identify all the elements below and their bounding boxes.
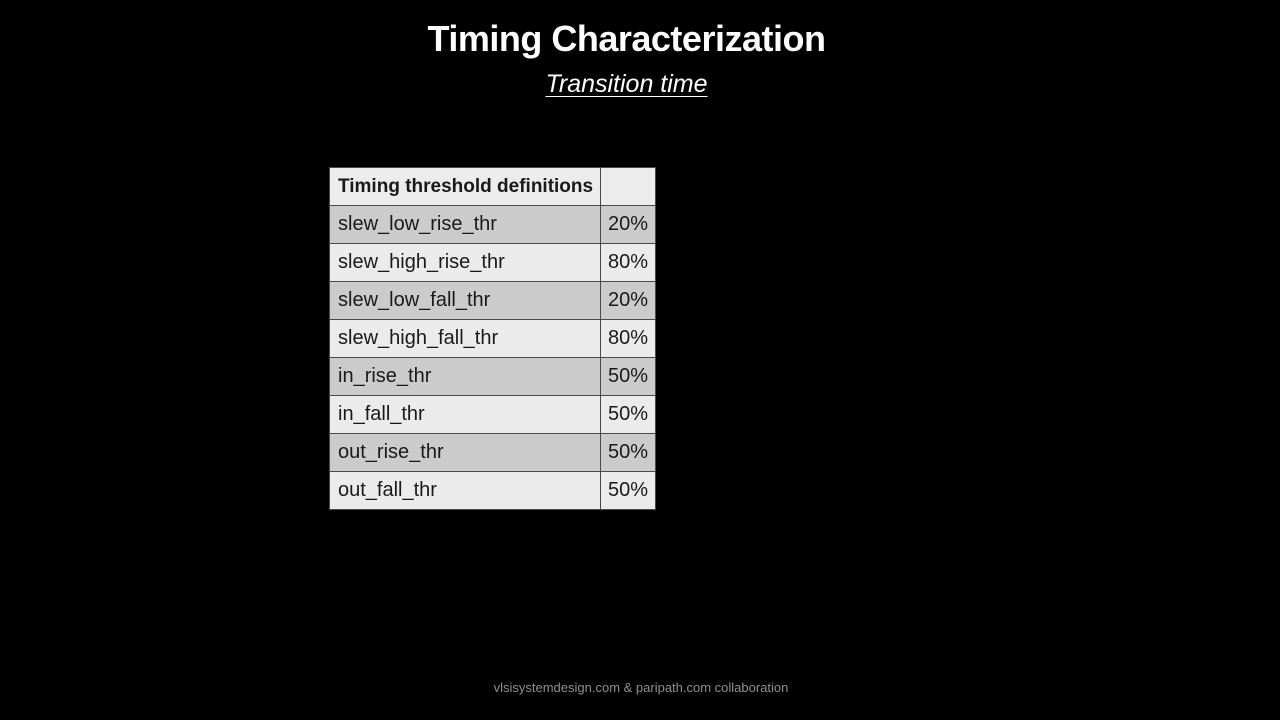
threshold-name: in_fall_thr xyxy=(329,395,601,434)
table-header-value xyxy=(600,167,656,206)
threshold-value: 80% xyxy=(600,319,656,358)
threshold-name: slew_low_rise_thr xyxy=(329,205,601,244)
slide-subtitle: Transition time xyxy=(545,70,708,98)
table-row: slew_high_fall_thr 80% xyxy=(329,319,656,358)
table-row: in_rise_thr 50% xyxy=(329,357,656,396)
table-row: in_fall_thr 50% xyxy=(329,395,656,434)
threshold-value: 50% xyxy=(600,357,656,396)
table-header: Timing threshold definitions xyxy=(329,167,601,206)
threshold-name: out_fall_thr xyxy=(329,471,601,510)
table-row: out_rise_thr 50% xyxy=(329,433,656,472)
threshold-value: 50% xyxy=(600,471,656,510)
threshold-table: Timing threshold definitions slew_low_ri… xyxy=(329,167,656,510)
footer-credit: vlsisystemdesign.com & paripath.com coll… xyxy=(493,680,789,695)
threshold-value: 50% xyxy=(600,395,656,434)
table-row: slew_high_rise_thr 80% xyxy=(329,243,656,282)
threshold-name: out_rise_thr xyxy=(329,433,601,472)
threshold-name: slew_high_fall_thr xyxy=(329,319,601,358)
table-row: slew_low_fall_thr 20% xyxy=(329,281,656,320)
table-row: slew_low_rise_thr 20% xyxy=(329,205,656,244)
threshold-name: in_rise_thr xyxy=(329,357,601,396)
threshold-name: slew_low_fall_thr xyxy=(329,281,601,320)
table-row: out_fall_thr 50% xyxy=(329,471,656,510)
threshold-value: 20% xyxy=(600,281,656,320)
threshold-value: 50% xyxy=(600,433,656,472)
threshold-name: slew_high_rise_thr xyxy=(329,243,601,282)
threshold-value: 80% xyxy=(600,243,656,282)
slide-title: Timing Characterization xyxy=(427,18,826,59)
threshold-value: 20% xyxy=(600,205,656,244)
table-header-row: Timing threshold definitions xyxy=(329,167,656,206)
